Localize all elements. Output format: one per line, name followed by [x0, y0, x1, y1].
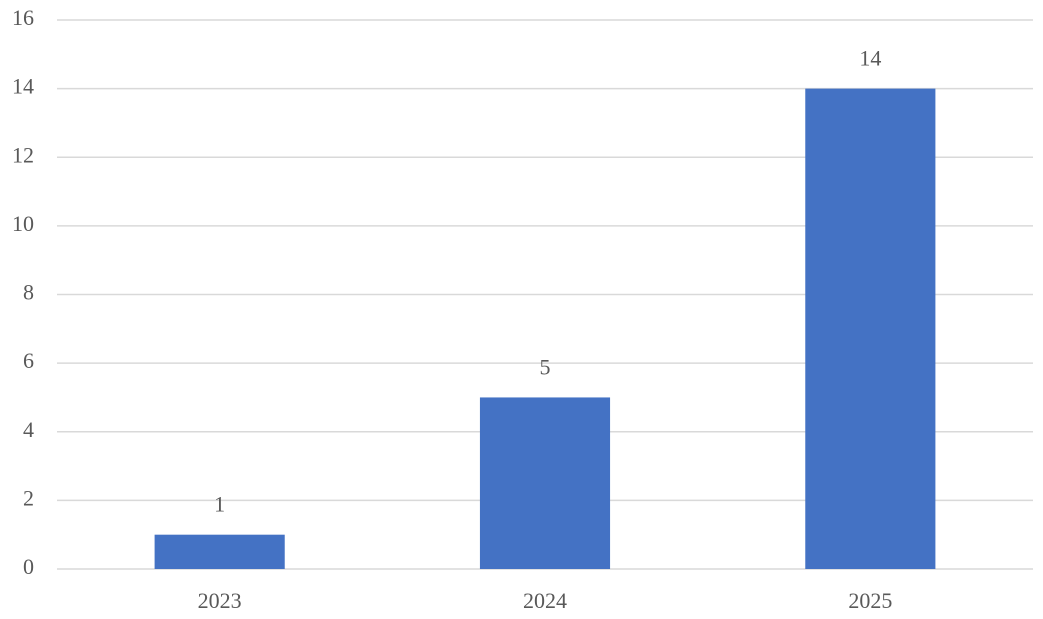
y-tick-label: 16	[12, 5, 34, 30]
bar	[805, 88, 936, 569]
y-tick-label: 2	[23, 485, 34, 510]
y-tick-label: 14	[12, 74, 34, 99]
y-tick-label: 12	[12, 142, 34, 167]
y-tick-label: 6	[23, 348, 34, 373]
x-tick-label: 2025	[848, 588, 892, 613]
y-tick-label: 10	[12, 211, 34, 236]
x-tick-label: 2023	[198, 588, 242, 613]
data-label: 5	[540, 354, 551, 379]
bar	[479, 397, 611, 569]
y-tick-label: 8	[23, 280, 34, 305]
y-tick-label: 4	[23, 417, 34, 442]
data-label: 14	[859, 46, 881, 71]
x-tick-label: 2024	[523, 588, 567, 613]
bar	[154, 534, 285, 569]
data-label: 1	[214, 492, 225, 517]
y-tick-label: 0	[23, 554, 34, 579]
